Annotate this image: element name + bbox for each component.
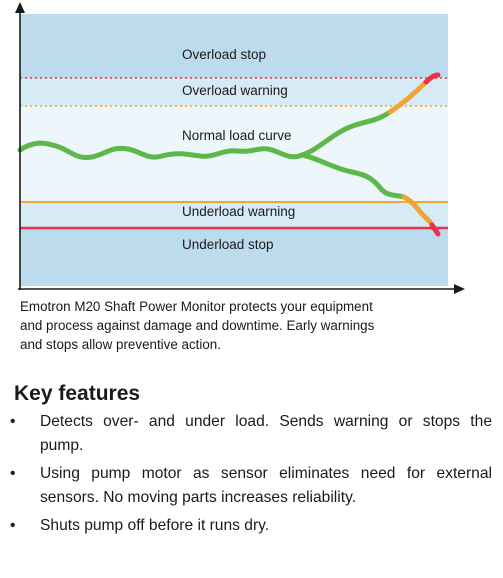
feature-text-line: Using pump motor as sensor eliminates ne… xyxy=(40,465,492,482)
key-features-title: Key features xyxy=(14,382,141,405)
caption-line: and stops allow preventive action. xyxy=(20,337,221,352)
underload-warning-label: Underload warning xyxy=(182,204,295,219)
x-axis-arrow-icon xyxy=(454,284,465,294)
overload-warning-label: Overload warning xyxy=(182,83,288,98)
key-features-list: • Detects over- and under load. Sends wa… xyxy=(10,410,492,542)
feature-text-line: pump. xyxy=(40,437,84,454)
caption-line: and process against damage and downtime.… xyxy=(20,318,375,333)
bullet-icon: • xyxy=(10,517,16,534)
underload-stop-label: Underload stop xyxy=(182,237,274,252)
normal-load-curve-label: Normal load curve xyxy=(182,128,292,143)
overload-warning-zone xyxy=(20,78,448,106)
feature-text-line: Shuts pump off before it runs dry. xyxy=(40,517,270,534)
list-item: • Using pump motor as sensor eliminates … xyxy=(10,462,492,510)
underload-warning-zone xyxy=(20,202,448,228)
bullet-icon: • xyxy=(10,465,16,482)
rising-load-warning-segment xyxy=(387,79,429,115)
caption-line: Emotron M20 Shaft Power Monitor protects… xyxy=(20,299,373,314)
overload-stop-label: Overload stop xyxy=(182,47,266,62)
list-item: • Detects over- and under load. Sends wa… xyxy=(10,410,492,458)
list-item: • Shuts pump off before it runs dry. xyxy=(10,514,492,538)
falling-load-warning-segment xyxy=(401,194,435,228)
overload-stop-zone xyxy=(20,14,448,78)
rising-load-curve xyxy=(299,109,393,158)
normal-load-curve xyxy=(17,140,305,161)
load-monitoring-diagram: Overload stop Overload warning Normal lo… xyxy=(15,2,465,294)
normal-load-zone xyxy=(20,106,448,202)
bullet-icon: • xyxy=(10,413,16,430)
feature-text-line: Detects over- and under load. Sends warn… xyxy=(40,413,492,430)
diagram-caption: Emotron M20 Shaft Power Monitor protects… xyxy=(20,297,490,354)
falling-load-curve xyxy=(299,152,407,200)
feature-text-line: sensors. No moving parts increases relia… xyxy=(40,489,357,506)
underload-stop-zone xyxy=(20,228,448,286)
rising-load-stop-segment xyxy=(423,72,441,85)
y-axis-arrow-icon xyxy=(15,2,25,13)
falling-load-stop-segment xyxy=(429,222,441,237)
